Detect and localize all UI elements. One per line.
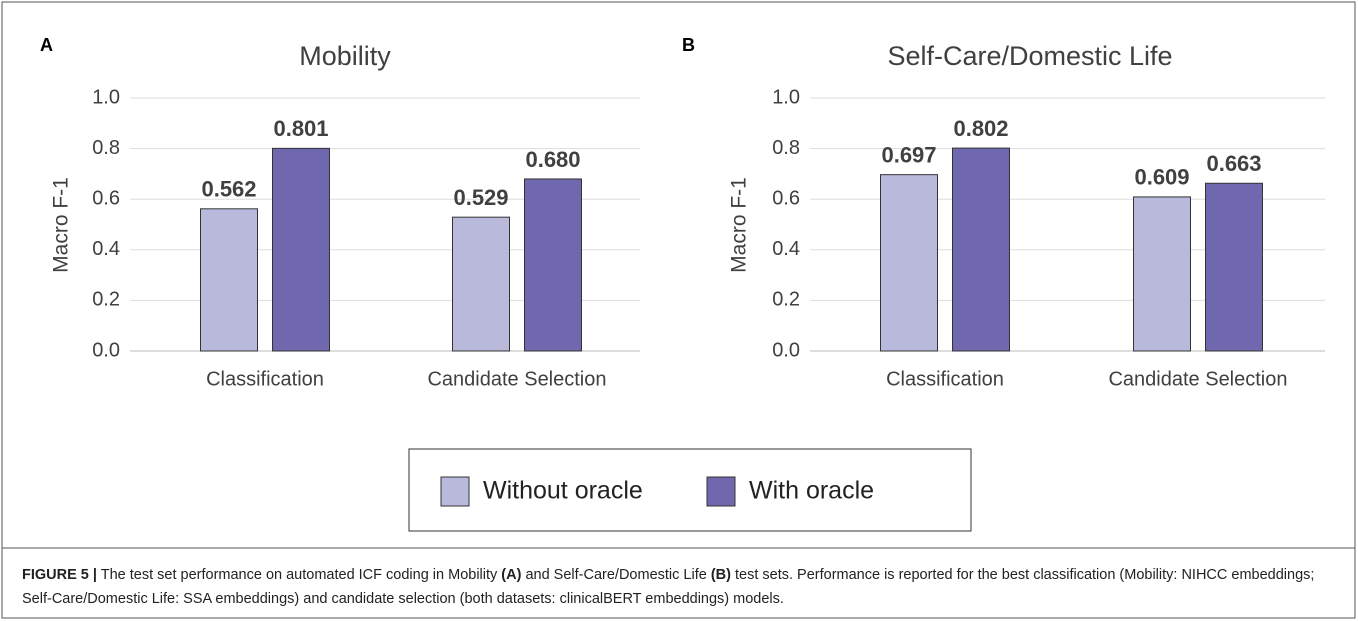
value-label: 0.529 (453, 185, 508, 210)
legend-swatch (440, 476, 470, 507)
value-label: 0.562 (201, 177, 256, 202)
chart-title: Self-Care/Domestic Life (887, 41, 1172, 71)
legend-label: Without oracle (483, 477, 643, 505)
panel-label: A (40, 35, 53, 55)
x-tick-label: Classification (206, 368, 324, 390)
y-axis-label: Macro F-1 (50, 177, 73, 273)
y-tick-label: 0.6 (772, 187, 800, 209)
y-tick-label: 1.0 (772, 86, 800, 108)
caption-text: and Self-Care/Domestic Life (521, 567, 711, 583)
bar (452, 216, 510, 352)
y-tick-label: 0.6 (92, 187, 120, 209)
y-tick-label: 0.8 (772, 137, 800, 159)
y-tick-label: 0.2 (772, 289, 800, 311)
legend-label: With oracle (749, 477, 874, 505)
x-tick-label: Candidate Selection (427, 368, 606, 390)
legend-box (408, 448, 972, 532)
y-axis-label: Macro F-1 (728, 177, 751, 273)
bar (1205, 182, 1263, 352)
value-label: 0.802 (953, 116, 1008, 141)
value-label: 0.697 (881, 142, 936, 167)
value-label: 0.609 (1134, 165, 1189, 190)
value-label: 0.801 (273, 116, 328, 141)
bar (272, 147, 330, 352)
value-label: 0.680 (525, 147, 580, 172)
caption: FIGURE 5 | The test set performance on a… (22, 563, 1342, 611)
y-tick-label: 0.8 (92, 137, 120, 159)
bar (200, 208, 258, 352)
x-tick-label: Classification (886, 368, 1004, 390)
panel-label: B (682, 35, 695, 55)
bar (952, 147, 1010, 352)
y-tick-label: 0.2 (92, 289, 120, 311)
y-tick-label: 1.0 (92, 86, 120, 108)
x-tick-label: Candidate Selection (1108, 368, 1287, 390)
chart-title: Mobility (299, 41, 391, 71)
y-tick-label: 0.4 (772, 238, 800, 260)
bar (524, 178, 582, 352)
legend-swatch (706, 476, 736, 507)
bar (880, 174, 938, 352)
caption-ref: (A) (501, 567, 522, 583)
y-tick-label: 0.4 (92, 238, 120, 260)
caption-text: test sets. Performance is reported for t… (22, 567, 1315, 607)
value-label: 0.663 (1206, 151, 1261, 176)
caption-ref: (B) (710, 567, 731, 583)
bar (1133, 196, 1191, 352)
y-tick-label: 0.0 (772, 339, 800, 361)
y-tick-label: 0.0 (92, 339, 120, 361)
caption-label: FIGURE 5 | (22, 567, 97, 583)
caption-text: The test set performance on automated IC… (96, 567, 502, 583)
